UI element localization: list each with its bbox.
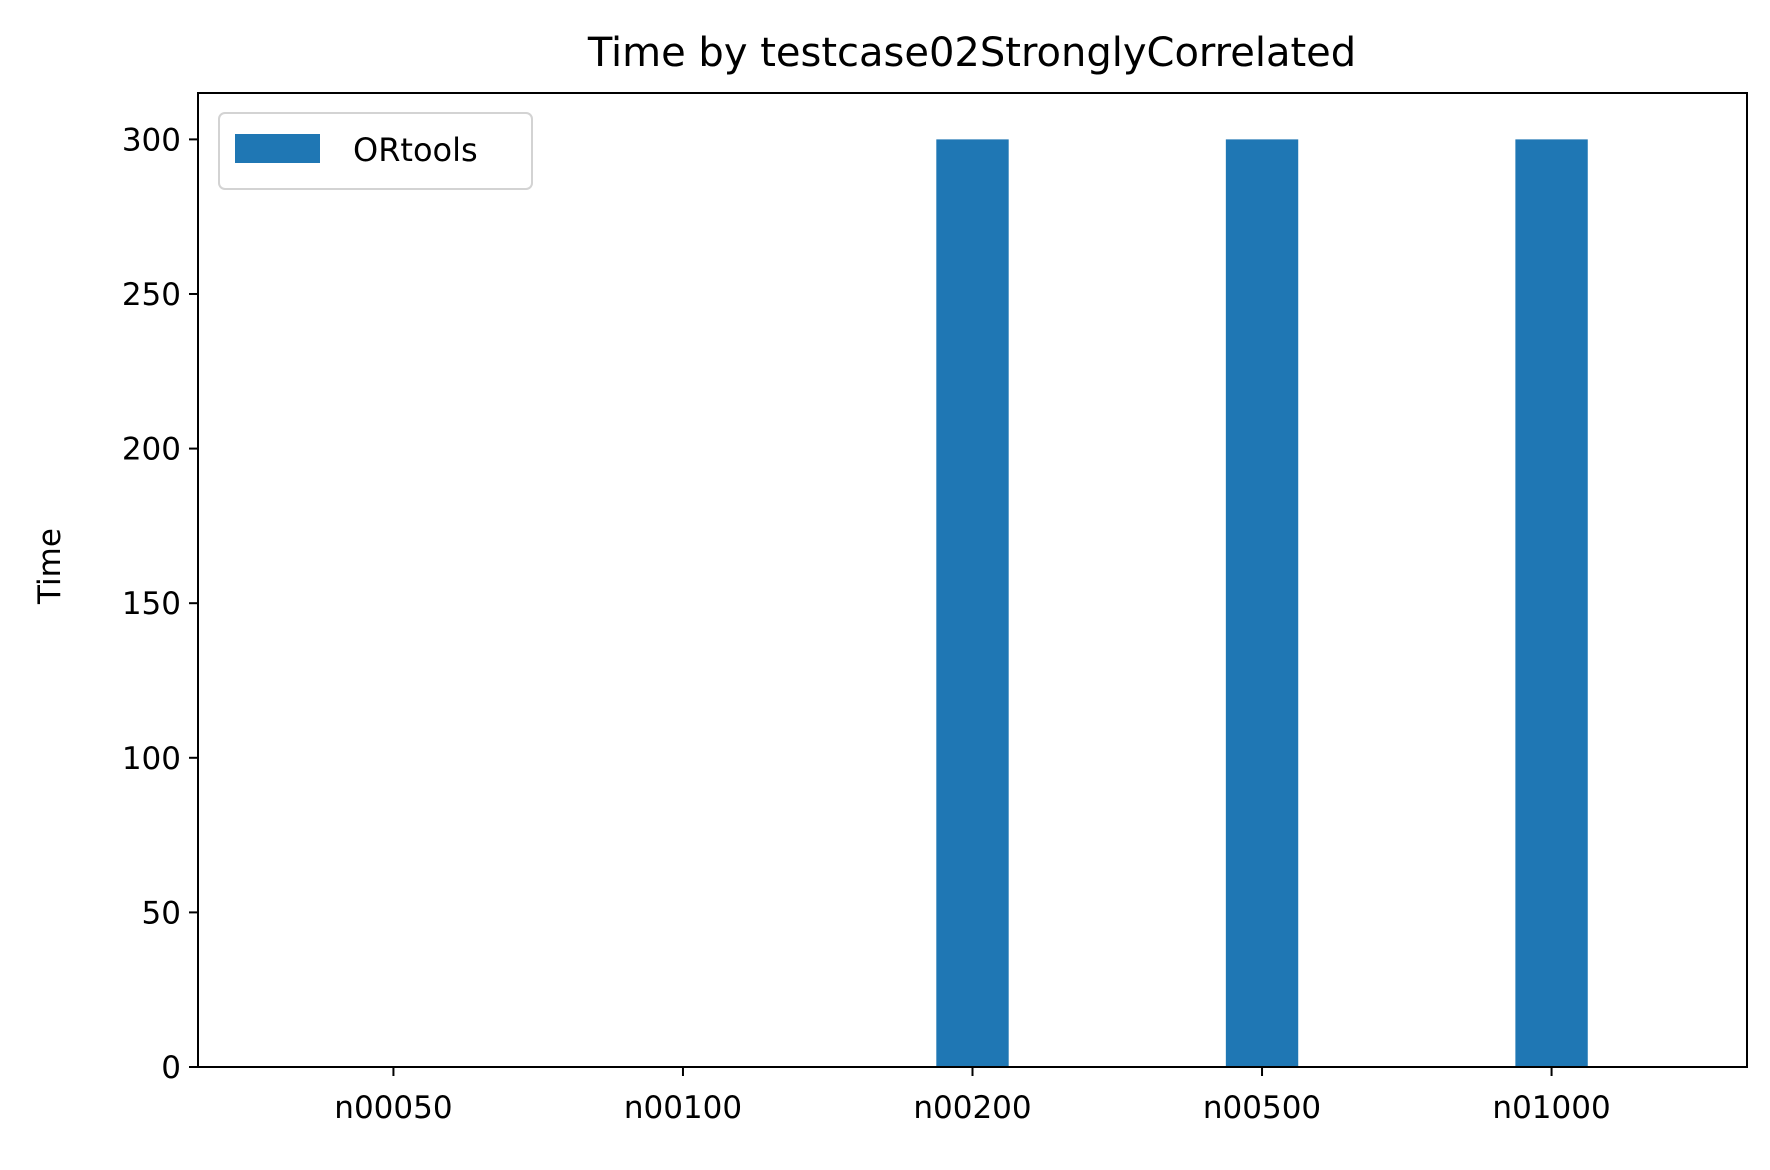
legend-swatch (235, 134, 320, 163)
x-tick-label: n01000 (1492, 1090, 1610, 1126)
x-tick-label: n00200 (913, 1090, 1031, 1126)
chart-title: Time by testcase02StronglyCorrelated (587, 30, 1356, 76)
y-tick-label: 50 (142, 895, 181, 931)
legend: ORtools (218, 112, 533, 190)
legend-label: ORtools (353, 131, 478, 169)
y-tick-label: 200 (122, 432, 181, 468)
x-tick-label: n00100 (624, 1090, 742, 1126)
x-ticks-group: n00050 n00100 n00200 n00500 n01000 (334, 1067, 1611, 1126)
y-tick-label: 300 (122, 122, 181, 158)
x-tick-label: n00500 (1203, 1090, 1321, 1126)
y-tick-label: 150 (122, 586, 181, 622)
bar-n00200 (936, 139, 1009, 1067)
y-ticks-group: 0 50 100 150 200 250 300 (122, 122, 198, 1086)
y-axis-label: Time (32, 528, 68, 605)
legend-box (218, 112, 533, 190)
plot-frame (197, 92, 1748, 1068)
x-tick-label: n00050 (334, 1090, 452, 1126)
y-tick-label: 100 (122, 741, 181, 777)
bar-n00500 (1225, 139, 1299, 1067)
y-tick-label: 250 (122, 277, 181, 313)
bar-n01000 (1515, 139, 1588, 1067)
bars-group (936, 139, 1588, 1067)
y-tick-label: 0 (161, 1050, 181, 1086)
